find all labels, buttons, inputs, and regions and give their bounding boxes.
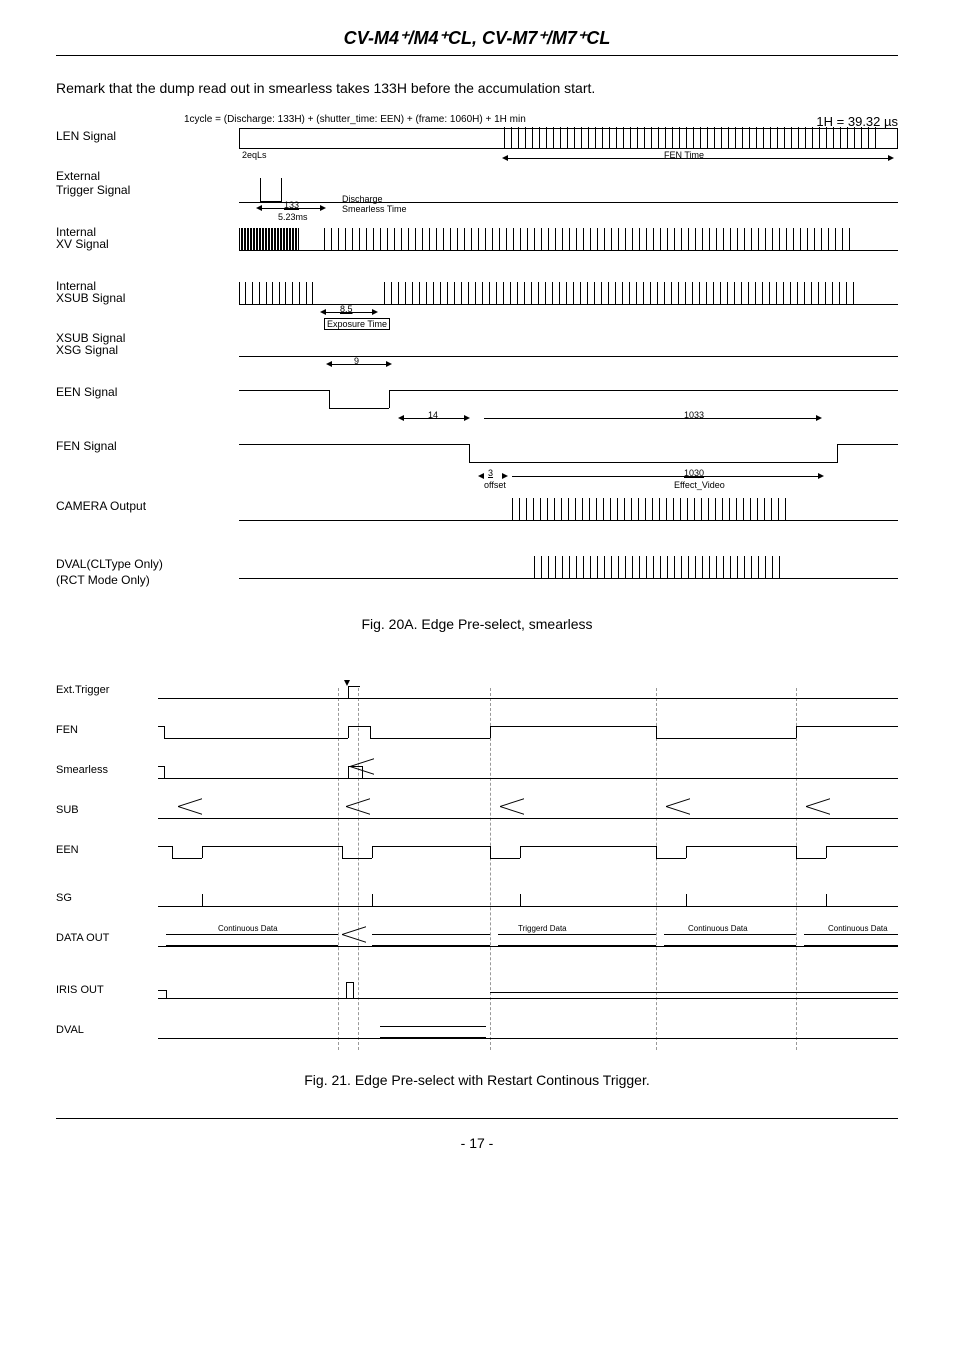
dlbl-cont2: Continuous Data (688, 924, 748, 933)
lbl-9: 9 (354, 356, 359, 366)
divider (358, 688, 359, 1050)
arrow-left-icon (256, 205, 262, 211)
lbl-cam: CAMERA Output (56, 500, 146, 513)
page-number: - 17 - (56, 1135, 898, 1151)
divider (338, 688, 339, 1050)
arrow-right-icon (320, 205, 326, 211)
xsub-right (384, 282, 888, 304)
arrow-left-icon (502, 155, 508, 161)
arrow-right-icon (818, 473, 824, 479)
title-rule (56, 55, 898, 56)
lbl21-smear: Smearless (56, 764, 108, 776)
lbl21-iris: IRIS OUT (56, 984, 104, 996)
dlbl-trig: Triggerd Data (518, 924, 567, 933)
lbl-2eqls: 2eqLs (242, 150, 267, 160)
arrow-right-icon (372, 309, 378, 315)
fig-21: Ext.Trigger FEN Smearless SUB EEN SG DAT… (56, 680, 898, 1060)
lbl-exptime: Exposure Time (324, 318, 390, 330)
arrow-right-icon (888, 155, 894, 161)
cross-icon (806, 806, 830, 818)
dval-ticks (534, 556, 804, 578)
cross-icon (178, 806, 202, 818)
cross-icon (350, 766, 374, 778)
lbl-ext-a: External (56, 170, 100, 183)
dlbl-cont3: Continuous Data (828, 924, 888, 933)
len-ticks (504, 127, 890, 149)
lbl-14: 14 (428, 410, 438, 420)
arrow-left-icon (320, 309, 326, 315)
dlbl-cont1: Continuous Data (218, 924, 278, 933)
divider (490, 688, 491, 1050)
lbl21-ext: Ext.Trigger (56, 684, 109, 696)
arrow-left-icon (326, 361, 332, 367)
lbl-ext-b: Trigger Signal (56, 184, 130, 197)
xv-dense (239, 228, 305, 250)
cross-icon (346, 806, 370, 818)
cross-icon (666, 806, 690, 818)
lbl-fentime: FEN Time (664, 150, 704, 160)
xsub-left (239, 282, 319, 304)
lbl-dval-b: (RCT Mode Only) (56, 574, 150, 587)
lbl-1030: 1030 (684, 468, 704, 478)
cam-ticks (512, 498, 802, 520)
cycle-note: 1cycle = (Discharge: 133H) + (shutter_ti… (184, 114, 526, 125)
lbl-133: 133 (284, 200, 299, 210)
page-title: CV-M4⁺/M4⁺CL, CV-M7⁺/M7⁺CL (56, 28, 898, 49)
remark-text: Remark that the dump read out in smearle… (56, 80, 898, 96)
lbl-offset: offset (484, 480, 506, 490)
lbl21-een: EEN (56, 844, 79, 856)
xv-sparse (324, 228, 888, 250)
lbl-fen: FEN Signal (56, 440, 117, 453)
lbl-effvid: Effect_Video (674, 480, 725, 490)
lbl-3: 3 (488, 468, 493, 478)
arrow-right-icon (464, 415, 470, 421)
arrow-left-icon (398, 415, 404, 421)
lbl-dval-a: DVAL(CLType Only) (56, 558, 163, 571)
cross-icon (342, 934, 366, 946)
lbl-xsg-b: XSG Signal (56, 344, 118, 357)
lbl21-dval: DVAL (56, 1024, 84, 1036)
divider (656, 688, 657, 1050)
lbl-xv-b: XV Signal (56, 238, 109, 251)
arrow-left-icon (478, 473, 484, 479)
fig-20a: 1cycle = (Discharge: 133H) + (shutter_ti… (56, 114, 898, 604)
lbl-len: LEN Signal (56, 130, 116, 143)
lbl-85: 8.5 (340, 304, 353, 314)
fig20a-caption: Fig. 20A. Edge Pre-select, smearless (56, 616, 898, 632)
arrow-right-icon (816, 415, 822, 421)
fig21-caption: Fig. 21. Edge Pre-select with Restart Co… (56, 1072, 898, 1088)
lbl-discharge-a: Discharge (342, 194, 383, 204)
cross-icon (500, 806, 524, 818)
lbl21-sub: SUB (56, 804, 79, 816)
bottom-rule (56, 1118, 898, 1119)
arrow-right-icon (386, 361, 392, 367)
lbl21-sg: SG (56, 892, 72, 904)
lbl-xsub-b: XSUB Signal (56, 292, 125, 305)
lbl21-data: DATA OUT (56, 932, 109, 944)
lbl-523ms: 5.23ms (278, 212, 308, 222)
lbl21-fen: FEN (56, 724, 78, 736)
lbl-discharge-b: Smearless Time (342, 204, 407, 214)
lbl-een: EEN Signal (56, 386, 117, 399)
arrow-right-icon (502, 473, 508, 479)
lbl-1033: 1033 (684, 410, 704, 420)
divider (796, 688, 797, 1050)
